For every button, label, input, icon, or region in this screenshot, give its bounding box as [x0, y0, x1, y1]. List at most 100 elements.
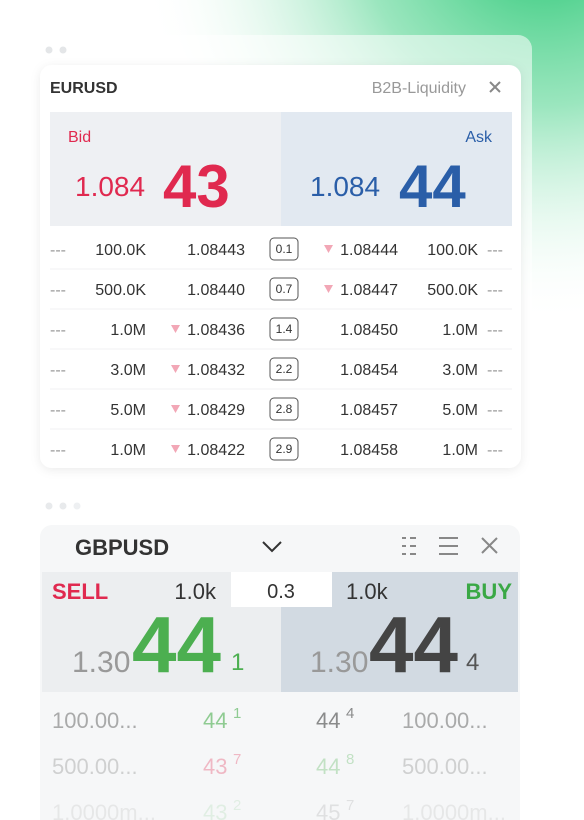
- sell-pips: 43: [203, 800, 227, 820]
- buy-size: 1.0000m...: [402, 800, 506, 820]
- bid-label: Bid: [68, 129, 91, 146]
- ask-size: 1.0M: [442, 442, 478, 459]
- sell-pips: 43: [203, 754, 227, 779]
- dash: ---: [50, 402, 66, 419]
- ask-size: 3.0M: [442, 362, 478, 379]
- window-dot: [59, 502, 67, 510]
- sell-label: SELL: [52, 579, 108, 604]
- ask-size: 500.0K: [427, 282, 478, 299]
- spread-box: [231, 572, 332, 607]
- depth-row: 100.00... 44 1 44 4 100.00...: [52, 705, 488, 733]
- ask-price: 1.08457: [340, 402, 398, 419]
- depth-rows: --- 100.0K 1.08443 0.1 1.08444 100.0K --- --- 50…: [50, 237, 512, 461]
- dash: ---: [487, 362, 503, 379]
- sell-pips: 44: [203, 708, 227, 733]
- sell-size: 1.0k: [174, 579, 217, 604]
- bid-price: 1.08443: [187, 242, 245, 259]
- window-dot: [59, 46, 67, 54]
- ask-size: 100.0K: [427, 242, 478, 259]
- dash: ---: [50, 242, 66, 259]
- ask-price: 1.08447: [340, 282, 398, 299]
- ask-price: 1.08454: [340, 362, 398, 379]
- spread-box: [269, 277, 299, 301]
- bid-size: 1.0M: [110, 322, 146, 339]
- sell-fraction: 1: [233, 705, 241, 722]
- down-arrow: [324, 245, 333, 253]
- buy-pips: 44: [316, 754, 340, 779]
- buy-fraction: 4: [346, 705, 354, 722]
- sell-size: 100.00...: [52, 708, 138, 733]
- ask-label: Ask: [465, 129, 493, 146]
- ask-price: 1.08450: [340, 322, 398, 339]
- sell-fraction: 1: [231, 649, 244, 676]
- buy-fraction: 8: [346, 751, 354, 768]
- buy-fraction: 4: [466, 649, 479, 676]
- bid-size: 500.0K: [95, 282, 146, 299]
- ask-price: 1.08444: [340, 242, 398, 259]
- buy-fraction: 7: [346, 797, 354, 814]
- spread-box: [269, 437, 299, 461]
- buy-label: BUY: [466, 579, 513, 604]
- dash: ---: [487, 242, 503, 259]
- spread-box: [269, 317, 299, 341]
- dash: ---: [50, 442, 66, 459]
- sell-big: 1.30: [72, 646, 130, 679]
- spread-box: [269, 237, 299, 261]
- dash: ---: [50, 322, 66, 339]
- spread: 2.2: [276, 362, 293, 376]
- down-arrow: [324, 285, 333, 293]
- dash: ---: [50, 362, 66, 379]
- menu-icon[interactable]: [439, 537, 458, 555]
- provider[interactable]: B2B-Liquidity: [372, 80, 466, 97]
- bid-area[interactable]: [50, 112, 281, 226]
- buy-size: 500.00...: [402, 754, 488, 779]
- bid-pips: 43: [163, 153, 230, 220]
- bid-price: 1.08432: [187, 362, 245, 379]
- dropdown-icon[interactable]: [262, 541, 282, 553]
- down-arrow: [171, 445, 180, 453]
- buy-size: 100.00...: [402, 708, 488, 733]
- depth-row: 500.00... 43 7 44 8 500.00...: [52, 751, 488, 779]
- window-dot: [73, 502, 81, 510]
- spread: 1.4: [276, 322, 293, 336]
- window-dot: [45, 502, 53, 510]
- bid-size: 3.0M: [110, 362, 146, 379]
- dash: ---: [487, 282, 503, 299]
- down-arrow: [171, 365, 180, 373]
- dash: ---: [50, 282, 66, 299]
- buy-pips: 44: [369, 600, 458, 689]
- sell-fraction: 2: [233, 797, 241, 814]
- bid-price: 1.08429: [187, 402, 245, 419]
- ask-price: 1.08458: [340, 442, 398, 459]
- spread-box: [269, 397, 299, 421]
- symbol: EURUSD: [50, 80, 118, 97]
- bid-size: 1.0M: [110, 442, 146, 459]
- spread: 0.7: [276, 282, 293, 296]
- close-icon[interactable]: [489, 81, 501, 93]
- depth-row: 1.0000m... 43 2 45 7 1.0000m...: [52, 797, 506, 820]
- down-arrow: [171, 405, 180, 413]
- sell-fraction: 7: [233, 751, 241, 768]
- dash: ---: [487, 442, 503, 459]
- depth-rows: 100.00... 44 1 44 4 100.00...500.00... 43 7 44 8 5…: [52, 705, 506, 820]
- symbol: GBPUSD: [75, 535, 169, 560]
- spread: 0.1: [276, 242, 293, 256]
- ask-size: 1.0M: [442, 322, 478, 339]
- list-icon[interactable]: [402, 537, 416, 555]
- bid-price: 1.08440: [187, 282, 245, 299]
- ask-big: 1.084: [310, 171, 380, 202]
- ask-area[interactable]: [281, 112, 512, 226]
- dash: ---: [487, 402, 503, 419]
- ask-size: 5.0M: [442, 402, 478, 419]
- buy-pips: 45: [316, 800, 340, 820]
- buy-big: 1.30: [310, 646, 368, 679]
- bid-price: 1.08436: [187, 322, 245, 339]
- ask-pips: 44: [399, 153, 466, 220]
- bid-big: 1.084: [75, 171, 145, 202]
- close-icon[interactable]: [481, 537, 498, 554]
- down-arrow: [171, 325, 180, 333]
- sell-pips: 44: [132, 600, 221, 689]
- spread: 0.3: [267, 581, 295, 603]
